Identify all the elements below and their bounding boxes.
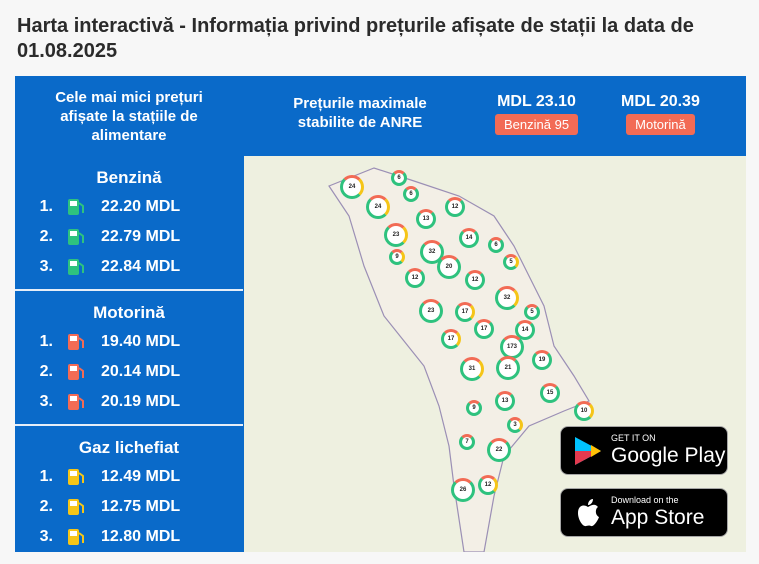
station-cluster[interactable]: 7 [459, 434, 475, 450]
rank: 3. [39, 528, 53, 545]
fuel-pump-icon [68, 199, 84, 215]
station-cluster[interactable]: 32 [495, 286, 519, 310]
price: 12.80 MDL [101, 528, 181, 545]
price: 22.79 MDL [101, 228, 181, 245]
store-name: App Store [611, 506, 705, 529]
max-price-benzina: MDL 23.10 Benzină 95 [495, 92, 579, 135]
fuel-pump-icon [68, 259, 84, 275]
fuel-title: Benzină [96, 168, 162, 187]
price: 12.49 MDL [101, 468, 181, 485]
fuel-pump-icon [68, 364, 84, 380]
station-cluster[interactable]: 14 [459, 228, 479, 248]
station-cluster[interactable]: 26 [451, 478, 475, 502]
lowest-prices-list: Benzină 1. 22.20 MDL 2. 22.79 MDL 3. 22.84 MDL… [15, 156, 243, 552]
station-cluster[interactable]: 12 [445, 197, 465, 217]
fuel-section: Motorină 1. 19.40 MDL 2. 20.14 MDL 3. 20.19 MD… [15, 291, 243, 426]
fuel-pump-icon [68, 529, 84, 545]
station-cluster[interactable]: 6 [488, 237, 504, 253]
fuel-pump-icon [68, 469, 84, 485]
price-panel: Cele mai mici prețuri afișate la stațiil… [15, 76, 746, 552]
station-cluster[interactable]: 6 [403, 186, 419, 202]
fuel-badge: Benzină 95 [495, 114, 579, 135]
fuel-pump-icon [68, 334, 84, 350]
station-cluster[interactable]: 17 [441, 329, 461, 349]
fuel-title: Gaz lichefiat [78, 438, 180, 457]
fuel-section: Gaz lichefiat 1. 12.49 MDL 2. 12.75 MDL 3. 12.… [15, 426, 243, 561]
price-row: 3. 12.80 MDL [15, 522, 243, 552]
station-cluster[interactable]: 17 [455, 302, 475, 322]
fuel-title: Motorină [93, 303, 165, 322]
station-cluster[interactable]: 12 [405, 268, 425, 288]
station-cluster[interactable]: 13 [495, 391, 515, 411]
price: 20.14 MDL [101, 363, 181, 380]
rank: 3. [39, 393, 53, 410]
station-cluster[interactable]: 19 [532, 350, 552, 370]
station-cluster[interactable]: 10 [574, 401, 594, 421]
station-cluster[interactable]: 21 [496, 356, 520, 380]
lowest-prices-header: Cele mai mici prețuri afișate la stațiil… [55, 88, 203, 144]
price: 12.75 MDL [101, 498, 181, 515]
google-play-icon [575, 437, 601, 465]
stations-map[interactable]: GET IT ON Google Play Download on the Ap… [244, 156, 746, 552]
station-cluster[interactable]: 9 [389, 249, 405, 265]
price-row: 2. 22.79 MDL [15, 222, 243, 252]
station-cluster[interactable]: 20 [437, 255, 461, 279]
store-name: Google Play [611, 444, 726, 467]
rank: 1. [39, 333, 53, 350]
app-store-button[interactable]: Download on the App Store [560, 488, 728, 537]
price: 22.84 MDL [101, 258, 181, 275]
fuel-pump-icon [68, 499, 84, 515]
station-cluster[interactable]: 24 [366, 195, 390, 219]
price-row: 2. 12.75 MDL [15, 492, 243, 522]
station-cluster[interactable]: 13 [416, 209, 436, 229]
fuel-pump-icon [68, 394, 84, 410]
station-cluster[interactable]: 31 [460, 357, 484, 381]
price-row: 3. 22.84 MDL [15, 252, 243, 282]
price-row: 1. 12.49 MDL [15, 462, 243, 492]
station-cluster[interactable]: 24 [340, 175, 364, 199]
rank: 1. [39, 468, 53, 485]
price: 22.20 MDL [101, 198, 181, 215]
price: 19.40 MDL [101, 333, 181, 350]
rank: 1. [39, 198, 53, 215]
station-cluster[interactable]: 23 [419, 299, 443, 323]
station-cluster[interactable]: 22 [487, 438, 511, 462]
station-cluster[interactable]: 14 [515, 320, 535, 340]
station-cluster[interactable]: 5 [503, 254, 519, 270]
station-cluster[interactable]: 173 [500, 335, 524, 359]
price-row: 1. 22.20 MDL [15, 192, 243, 222]
station-cluster[interactable]: 12 [478, 475, 498, 495]
price-row: 1. 19.40 MDL [15, 327, 243, 357]
station-cluster[interactable]: 6 [391, 170, 407, 186]
rank: 2. [39, 363, 53, 380]
station-cluster[interactable]: 17 [474, 319, 494, 339]
rank: 2. [39, 228, 53, 245]
rank: 2. [39, 498, 53, 515]
rank: 3. [39, 258, 53, 275]
station-cluster[interactable]: 15 [540, 383, 560, 403]
max-price-value: MDL 23.10 [497, 93, 576, 110]
store-caption: GET IT ON [611, 433, 656, 443]
station-cluster[interactable]: 23 [384, 223, 408, 247]
fuel-section: Benzină 1. 22.20 MDL 2. 22.79 MDL 3. 22.84 MDL [15, 156, 243, 291]
station-cluster[interactable]: 12 [465, 270, 485, 290]
fuel-pump-icon [68, 229, 84, 245]
apple-icon [578, 499, 599, 527]
max-price-value: MDL 20.39 [621, 93, 700, 110]
price: 20.19 MDL [101, 393, 181, 410]
price-row: 3. 20.19 MDL [15, 387, 243, 417]
station-cluster[interactable]: 3 [507, 417, 523, 433]
station-cluster[interactable]: 5 [524, 304, 540, 320]
page-title: Harta interactivă - Informația privind p… [17, 15, 694, 62]
google-play-button[interactable]: GET IT ON Google Play [560, 426, 728, 475]
max-prices-header: Prețurile maximale stabilite de ANRE [293, 95, 427, 131]
max-price-motorina: MDL 20.39 Motorină [621, 92, 700, 135]
station-cluster[interactable]: 9 [466, 400, 482, 416]
fuel-badge: Motorină [626, 114, 695, 135]
store-caption: Download on the [611, 495, 679, 505]
price-row: 2. 20.14 MDL [15, 357, 243, 387]
